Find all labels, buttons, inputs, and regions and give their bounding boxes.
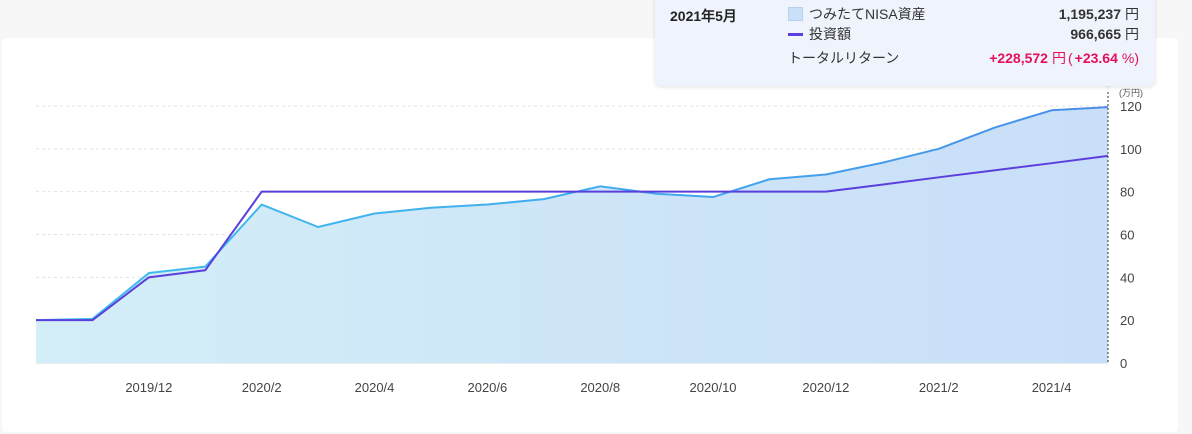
return-open-paren: ( [1067, 50, 1073, 66]
x-tick-label: 2021/2 [919, 380, 959, 395]
invest-label: 投資額 [809, 26, 851, 42]
y-tick-label: 120 [1120, 99, 1142, 114]
y-tick-label: 20 [1120, 313, 1134, 328]
x-tick-label: 2020/6 [467, 380, 507, 395]
invest-unit: 円 [1125, 26, 1139, 42]
chart-card: 0 20 40 60 80 100 120 2019/12 2020/2 2020/4 2020/6… [2, 38, 1178, 432]
invest-legend-swatch [788, 32, 803, 36]
tooltip-row-return: トータルリターン +228,572 円 ( +23.64 %) [788, 49, 1139, 67]
x-tick-label: 2020/10 [690, 380, 737, 395]
asset-value: 1,195,237 [1058, 6, 1121, 22]
x-tick-label: 2020/12 [802, 380, 849, 395]
x-tick-label: 2021/4 [1032, 380, 1072, 395]
return-percent: +23.64 [1074, 50, 1118, 66]
x-tick-label: 2019/12 [125, 380, 172, 395]
y-tick-label: 80 [1120, 185, 1134, 200]
x-tick-label: 2020/2 [242, 380, 282, 395]
asset-area-fill [36, 107, 1108, 363]
data-tooltip: 2021年5月 つみたてNISA資産 1,195,237 円 投資額 966,6… [655, 0, 1155, 86]
tooltip-row-asset: つみたてNISA資産 1,195,237 円 [788, 5, 1139, 23]
return-unit: 円 [1051, 50, 1066, 66]
y-tick-label: 0 [1120, 356, 1127, 371]
y-tick-label: 40 [1120, 270, 1134, 285]
asset-legend-swatch [788, 7, 803, 21]
tooltip-row-invest: 投資額 966,665 円 [788, 25, 1139, 43]
return-percent-unit: %) [1121, 50, 1139, 66]
tooltip-date: 2021年5月 [670, 8, 737, 24]
return-value: +228,572 [989, 50, 1048, 66]
invest-series-line [36, 154, 1109, 322]
unit-label: (万円) [1119, 88, 1143, 98]
asset-label: つみたてNISA資産 [809, 6, 926, 22]
y-tick-label: 100 [1120, 142, 1142, 157]
invest-value: 966,665 [1070, 26, 1121, 42]
x-tick-label: 2020/8 [580, 380, 620, 395]
chart-area[interactable]: 0 20 40 60 80 100 120 2019/12 2020/2 2020/4 2020/6… [2, 38, 1178, 432]
return-label: トータルリターン [788, 50, 900, 66]
asset-unit: 円 [1125, 6, 1139, 22]
y-tick-label: 60 [1120, 228, 1134, 243]
x-tick-label: 2020/4 [355, 380, 395, 395]
